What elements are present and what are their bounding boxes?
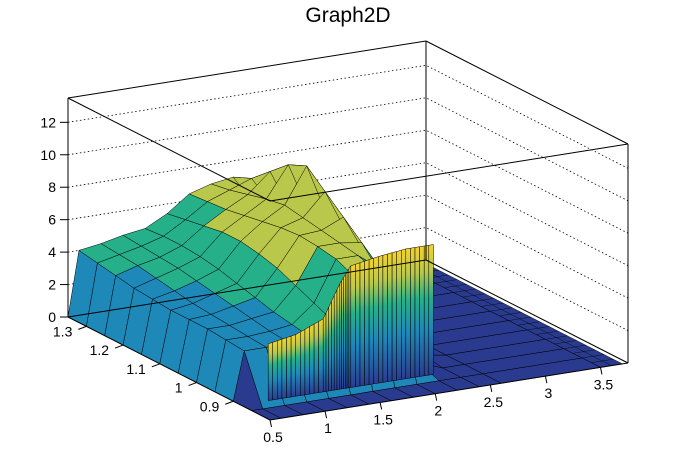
y-tick-mark: [78, 325, 87, 330]
z-tick-label: 6: [48, 212, 56, 228]
front-wall-strip: [419, 245, 425, 377]
front-wall-strip: [391, 251, 397, 382]
x-axis-ticks: 0.5 1 1.5 2 2.5 3 3.5: [263, 367, 613, 445]
front-wall-strip: [382, 253, 388, 383]
frame-edge: [269, 143, 629, 202]
frame-edge: [67, 259, 427, 318]
frame-edge: [67, 97, 271, 202]
front-wall-strip: [410, 247, 416, 379]
y-axis-ticks: 0.9 1 1.1 1.2 1.3: [53, 323, 234, 414]
front-wall-strip: [345, 270, 348, 389]
z-tick-label: 2: [48, 277, 56, 293]
z-tick-label: 10: [40, 147, 56, 163]
z-tick-label: 0: [48, 309, 56, 325]
y-tick-label: 1: [175, 380, 183, 396]
chart-title: Graph2D: [305, 4, 390, 27]
z-tick-label: 12: [40, 114, 56, 130]
y-tick-mark: [151, 363, 160, 368]
front-wall-strip: [322, 312, 327, 393]
frame-edge: [67, 316, 271, 421]
x-tick-label: 2: [434, 403, 442, 419]
x-tick-mark: [379, 402, 383, 410]
front-wall-strip: [325, 307, 329, 392]
front-wall-strip: [318, 318, 324, 393]
axes-frame: [67, 40, 629, 421]
y-tick-mark: [188, 382, 197, 387]
front-wall-strip: [304, 326, 310, 396]
front-wall-strip: [350, 263, 356, 388]
front-wall-strip: [348, 264, 352, 389]
front-wall-strip: [328, 301, 332, 392]
front-wall-strip: [290, 334, 296, 398]
front-wall-strip: [396, 249, 402, 381]
frame-edge: [269, 362, 629, 421]
frame-edge: [425, 259, 629, 364]
front-wall-strip: [281, 337, 287, 399]
x-tick-label: 2.5: [484, 394, 504, 410]
front-wall-strip: [295, 331, 301, 397]
x-tick-mark: [324, 411, 328, 419]
front-wall-strip: [414, 246, 420, 378]
y-tick-mark: [114, 344, 124, 349]
surface-plot: [67, 164, 624, 421]
front-wall-strip: [368, 257, 374, 385]
y-tick-label: 0.9: [200, 398, 220, 414]
x-tick-mark: [599, 367, 603, 375]
y-tick-label: 1.3: [53, 323, 73, 339]
x-tick-label: 0.5: [263, 429, 283, 445]
front-wall-strip: [428, 244, 434, 376]
z-tick-label: 4: [48, 244, 56, 260]
x-tick-mark: [434, 393, 438, 401]
front-wall-strip: [286, 335, 292, 398]
z-axis-ticks: 0 2 4 6 8 10 12: [40, 114, 68, 325]
frame-edge: [425, 40, 629, 145]
y-tick-label: 1.2: [90, 342, 110, 358]
z-tick-label: 8: [48, 179, 56, 195]
x-tick-label: 3.5: [594, 376, 614, 392]
front-wall-strip: [277, 338, 283, 400]
x-tick-label: 1.5: [373, 411, 393, 427]
front-wall-strip: [331, 295, 335, 391]
front-wall-strip: [300, 328, 306, 396]
front-wall-strip: [333, 289, 338, 391]
x-tick-mark: [544, 376, 548, 384]
gridline: [67, 97, 629, 202]
front-wall-strip: [423, 245, 430, 377]
front-wall-strip: [401, 248, 407, 380]
gridline: [67, 64, 629, 169]
x-tick-mark: [269, 419, 272, 428]
x-tick-mark: [489, 384, 493, 393]
front-wall-strip: [359, 260, 365, 387]
front-wall-strip: [336, 283, 341, 390]
x-tick-label: 3: [544, 385, 552, 401]
front-wall-strip: [272, 340, 278, 401]
front-wall-strip: [339, 279, 342, 390]
y-tick-mark: [225, 400, 234, 405]
front-wall-strip: [309, 323, 315, 395]
front-wall-strip: [267, 341, 273, 401]
front-wall-strip: [341, 276, 344, 390]
y-tick-label: 1.1: [126, 361, 146, 377]
front-wall-strip: [405, 247, 411, 379]
front-wall-strip: [387, 252, 393, 382]
front-wall-strip: [355, 262, 361, 387]
gridline: [67, 129, 629, 234]
x-tick-label: 1: [324, 420, 332, 436]
front-wall-strip: [373, 256, 379, 385]
front-wall-strip: [364, 259, 370, 386]
front-wall-strip: [313, 321, 319, 394]
frame-edge: [67, 40, 427, 99]
front-wall-strip: [378, 254, 384, 384]
front-wall-strip: [346, 267, 350, 389]
front-wall-strip: [343, 273, 346, 389]
